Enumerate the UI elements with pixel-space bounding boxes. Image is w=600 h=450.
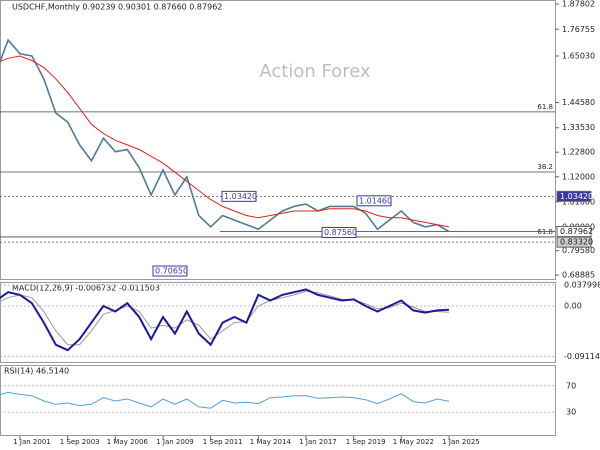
price-box: [556, 190, 592, 202]
annotation-box: [321, 226, 357, 238]
x-tick-label: 1 May 2014: [250, 438, 292, 446]
watermark: Action Forex: [259, 61, 371, 82]
y-tick-label: 1.12000: [562, 172, 595, 181]
annotation-box: [221, 190, 257, 202]
x-tick-label: 1 Jan 2009: [156, 438, 194, 446]
y-tick-label: 1.76755: [562, 25, 595, 34]
price-line-series: [0, 38, 450, 233]
macd-tick-label: 0.00: [564, 301, 582, 310]
annotation-box: [356, 195, 392, 207]
price-box: [556, 226, 592, 238]
rsi-title: RSI(14) 46.5140: [4, 367, 69, 376]
macd-signal: [0, 290, 450, 346]
x-tick-label: 1 Sep 2019: [346, 438, 386, 446]
annotation-label: 0.87560: [324, 228, 357, 237]
y-tick-label: 1.65030: [562, 51, 595, 60]
rsi-line: [0, 391, 450, 409]
macd-line: [0, 288, 450, 352]
x-tick-label: 1 Sep 2011: [203, 438, 243, 446]
y-tick-label: 0.79580: [562, 246, 595, 255]
rsi-tick-label: 30: [566, 408, 576, 417]
price-box: [556, 236, 592, 248]
y-tick-label: 0.68885: [562, 271, 595, 280]
price-box-label: 0.87962: [560, 227, 593, 236]
moving-average: [0, 55, 450, 228]
y-tick-label: 1.01000: [562, 197, 595, 206]
y-tick-label: 1.33530: [562, 123, 595, 132]
price-box-label: 1.03420: [560, 192, 593, 201]
x-tick-label: 1 May 2006: [107, 438, 149, 446]
macd-frame: [0, 282, 556, 363]
x-tick-label: 1 Jan 2025: [442, 438, 480, 446]
main-frame: [0, 0, 556, 280]
fib-label: 61.8: [537, 103, 553, 111]
x-tick-label: 1 Jan 2017: [299, 438, 337, 446]
fib-label: 38.2: [537, 163, 553, 171]
y-tick-label: 1.87802: [562, 0, 595, 9]
x-tick-label: 1 May 2022: [393, 438, 434, 446]
macd-tick-label: 0.037998: [564, 280, 600, 289]
annotation-label: 1.03420: [224, 192, 257, 201]
annotation-label: 0.70650: [155, 267, 188, 276]
annotation-label: 1.01460: [359, 196, 392, 205]
y-tick-label: 1.22800: [562, 148, 595, 157]
rsi-tick-label: 70: [566, 381, 576, 390]
x-tick-label: 1 Sep 2003: [60, 438, 100, 446]
y-tick-label: 1.44580: [562, 98, 595, 107]
annotation-box: [152, 265, 188, 277]
rsi-frame: [0, 365, 556, 436]
price-box-label: 0.83320: [560, 238, 593, 247]
x-tick-label: 1 Jan 2001: [13, 438, 51, 446]
chart-title: USDCHF,Monthly 0.90239 0.90301 0.87660 0…: [12, 3, 222, 12]
macd-title: MACD(12,26,9) -0.006732 -0.011503: [12, 284, 160, 293]
